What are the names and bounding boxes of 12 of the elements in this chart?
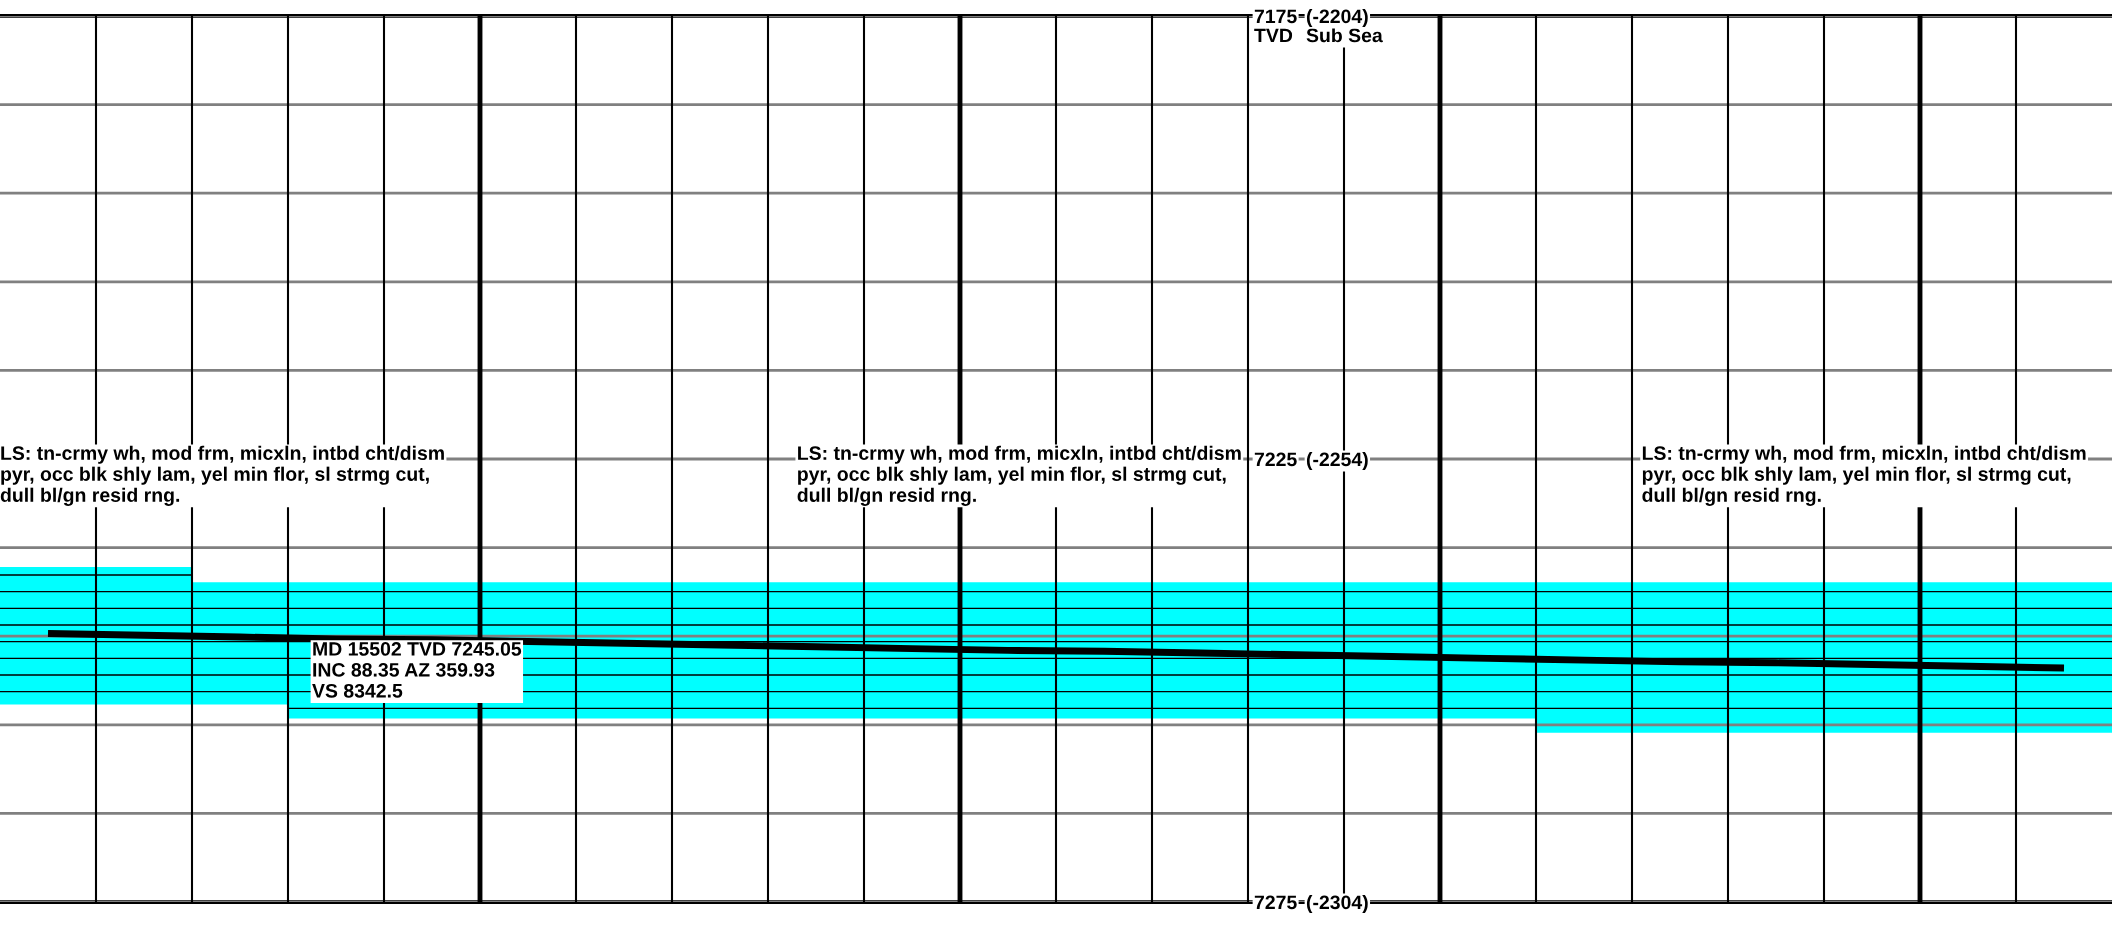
y-tick-label: 7225 — [1254, 452, 1297, 467]
y2-tick-label: (-2204) — [1306, 8, 1368, 28]
y2-tick-label: (-2304) — [1306, 894, 1368, 914]
annotation: Sub Sea — [1306, 28, 1383, 43]
annotation: TVD — [1254, 28, 1293, 43]
annotation: LS: tn-crmy wh, mod frm, micxln, intbd cht/dism pyr, occ blk shly lam, yel min flor, sl strmg cut, dull bl/gn resid rng. — [797, 445, 1241, 506]
y-tick-label: 7275 — [1254, 895, 1297, 910]
annotation: MD 15502 TVD 7245.05 INC 88.35 AZ 359.93 VS 8342.5 — [312, 642, 522, 698]
annotation: LS: tn-crmy wh, mod frm, micxln, intbd cht/dism pyr, occ blk shly lam, yel min flor, sl strmg cut, dull bl/gn resid rng. — [0, 445, 444, 506]
y2-tick-label: (-2254) — [1306, 451, 1368, 471]
y-tick-label: 7175 — [1254, 9, 1297, 24]
annotation: LS: tn-crmy wh, mod frm, micxln, intbd cht/dism pyr, occ blk shly lam, yel min flor, sl strmg cut, dull bl/gn resid rng. — [1642, 445, 2086, 506]
